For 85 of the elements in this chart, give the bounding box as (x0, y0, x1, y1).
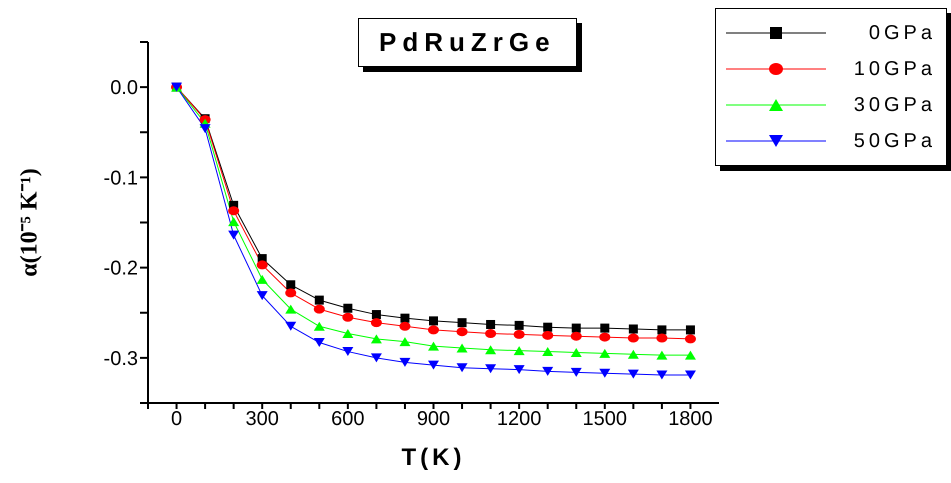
point (343, 304, 352, 313)
point (514, 346, 525, 356)
point (370, 334, 382, 344)
point (370, 353, 382, 362)
point (684, 350, 696, 360)
point (628, 370, 639, 379)
point (657, 325, 666, 334)
legend-label: 10GPa (852, 58, 936, 80)
point (285, 304, 296, 314)
point (228, 206, 240, 216)
point (456, 363, 468, 372)
point (570, 348, 582, 357)
y-tick-label: -0.3 (104, 348, 138, 370)
point (628, 334, 639, 343)
x-tick-label: 1800 (668, 408, 713, 430)
y-tick-label: 0.0 (110, 77, 138, 100)
point (429, 316, 438, 326)
x-tick-label: 0 (170, 408, 182, 430)
point (228, 217, 240, 226)
y-tick-label: -0.1 (104, 167, 138, 190)
point (684, 370, 696, 380)
point (286, 280, 296, 290)
point (572, 324, 581, 333)
point (314, 338, 325, 348)
x-tick-label: 600 (331, 408, 365, 430)
point (314, 322, 325, 331)
point (342, 312, 354, 322)
point (542, 366, 554, 376)
point (342, 347, 354, 356)
chart-title: PdRuZrGe (358, 18, 577, 67)
y-axis-title: α(10⁻⁵ K⁻¹) (16, 168, 43, 277)
y-tick-label: -0.2 (104, 258, 138, 280)
point (428, 325, 439, 334)
point (399, 358, 410, 367)
point (656, 350, 668, 360)
point (542, 347, 554, 356)
point (514, 365, 525, 374)
point (256, 291, 268, 300)
point (656, 334, 668, 343)
point (400, 314, 410, 323)
point (628, 350, 639, 359)
point (656, 370, 668, 380)
point (684, 334, 696, 344)
point (428, 360, 439, 370)
point (399, 337, 410, 346)
x-tick-label: 1500 (582, 408, 628, 430)
point (514, 320, 524, 330)
point (485, 329, 496, 338)
point (256, 274, 268, 284)
point (543, 322, 552, 332)
point (399, 322, 410, 331)
point (342, 329, 354, 338)
point (458, 318, 467, 328)
point (314, 304, 325, 314)
x-tick-label: 300 (246, 408, 279, 430)
point (372, 310, 381, 320)
point (456, 343, 468, 352)
point (485, 364, 496, 374)
point (542, 330, 554, 340)
point (370, 318, 382, 328)
legend-label: 30GPa (852, 94, 936, 116)
point (256, 260, 268, 270)
x-axis-title: T(K) (402, 444, 466, 471)
point (200, 124, 211, 134)
point (628, 324, 638, 334)
point (514, 330, 525, 339)
point (599, 348, 610, 358)
point (285, 322, 296, 331)
point (686, 325, 695, 334)
point (485, 345, 496, 354)
x-tick-label: 900 (416, 408, 450, 430)
point (285, 288, 296, 298)
point (486, 320, 496, 329)
legend-label: 50GPa (852, 130, 936, 152)
x-tick-label: 1200 (496, 408, 542, 430)
point (600, 324, 610, 333)
point (456, 327, 468, 336)
point (599, 368, 610, 378)
point (228, 230, 240, 240)
legend-label: 0GPa (868, 22, 936, 44)
point (570, 332, 582, 341)
point (599, 332, 610, 342)
point (570, 368, 582, 377)
point (428, 342, 439, 351)
point (314, 296, 324, 305)
